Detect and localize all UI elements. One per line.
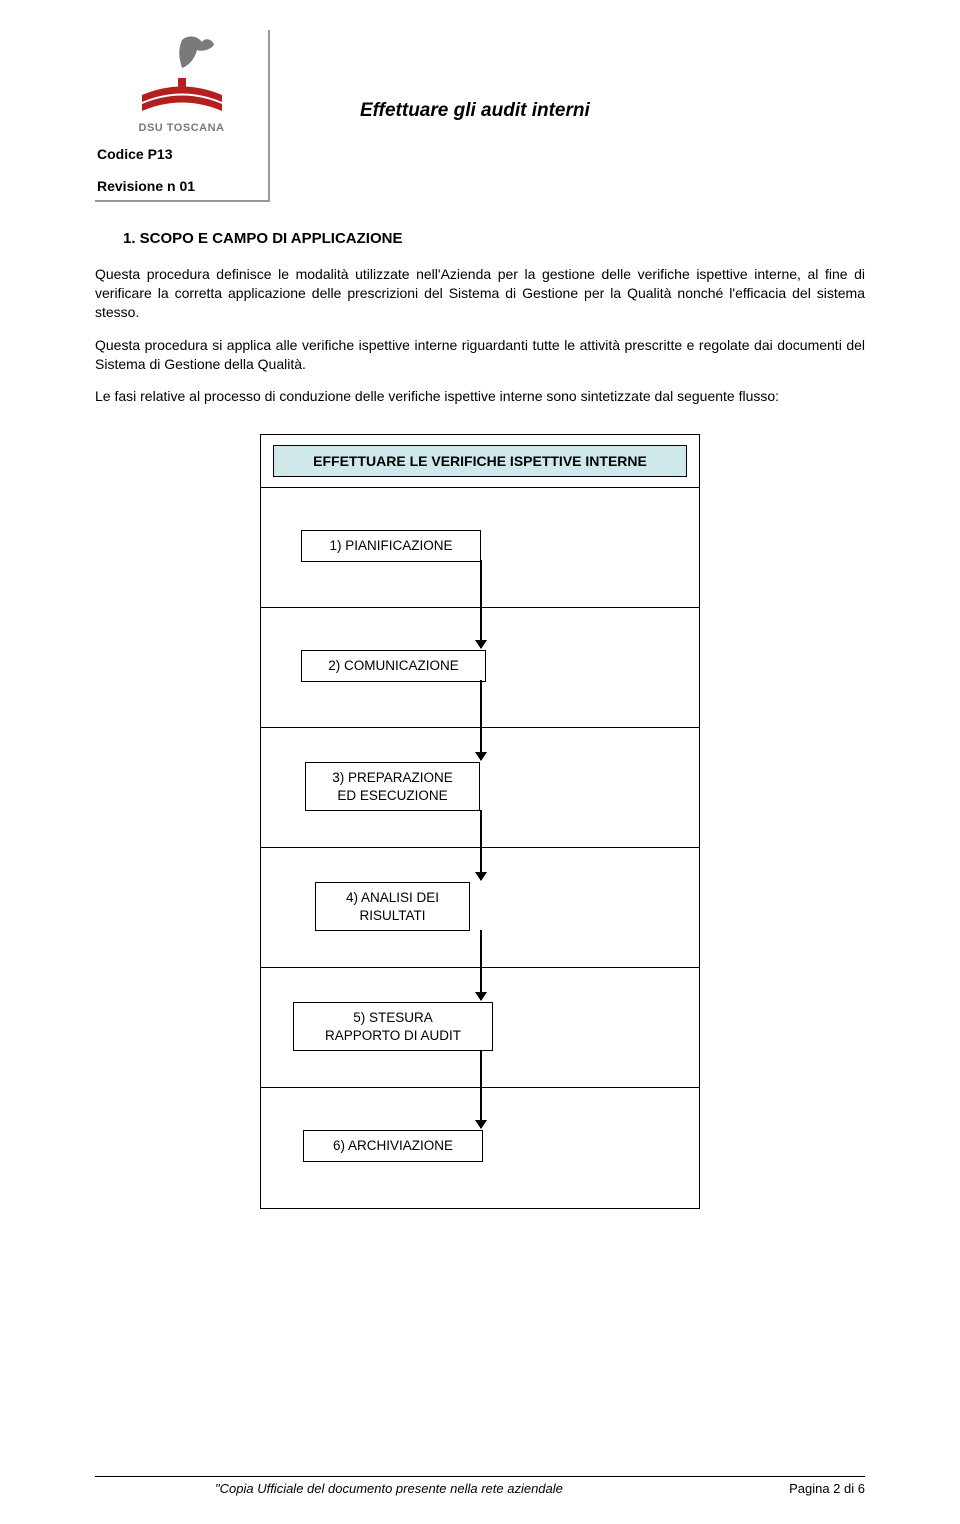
- page-footer: "Copia Ufficiale del documento presente …: [95, 1476, 865, 1496]
- flow-step-2: 2) COMUNICAZIONE: [301, 650, 486, 682]
- flowchart-title-cell: EFFETTUARE LE VERIFICHE ISPETTIVE INTERN…: [261, 435, 699, 488]
- section-heading: 1. SCOPO E CAMPO DI APPLICAZIONE: [123, 230, 865, 247]
- revisione-label: Revisione n 01: [97, 178, 268, 194]
- flow-row-6: 6) ARCHIVIAZIONE: [261, 1088, 699, 1208]
- codice-label: Codice P13: [97, 146, 268, 162]
- document-title: Effettuare gli audit interni: [360, 100, 590, 122]
- flow-row-3: 3) PREPARAZIONE ED ESECUZIONE: [261, 728, 699, 848]
- logo-icon: [132, 30, 232, 120]
- flow-step-3: 3) PREPARAZIONE ED ESECUZIONE: [305, 762, 480, 811]
- flow-row-4: 4) ANALISI DEI RISULTATI: [261, 848, 699, 968]
- logo-text: DSU TOSCANA: [95, 122, 268, 134]
- flow-step-5: 5) STESURA RAPPORTO DI AUDIT: [293, 1002, 493, 1051]
- logo-block: DSU TOSCANA Codice P13 Revisione n 01: [95, 30, 270, 202]
- flowchart: EFFETTUARE LE VERIFICHE ISPETTIVE INTERN…: [260, 434, 700, 1209]
- paragraph-1: Questa procedura definisce le modalità u…: [95, 265, 865, 322]
- footer-left: "Copia Ufficiale del documento presente …: [215, 1481, 563, 1496]
- flow-row-1: 1) PIANIFICAZIONE: [261, 488, 699, 608]
- flow-row-5: 5) STESURA RAPPORTO DI AUDIT: [261, 968, 699, 1088]
- flow-step-1: 1) PIANIFICAZIONE: [301, 530, 481, 562]
- flow-step-4: 4) ANALISI DEI RISULTATI: [315, 882, 470, 931]
- flowchart-title: EFFETTUARE LE VERIFICHE ISPETTIVE INTERN…: [273, 445, 687, 477]
- page-header: DSU TOSCANA Codice P13 Revisione n 01 Ef…: [95, 30, 865, 202]
- paragraph-3: Le fasi relative al processo di conduzio…: [95, 387, 865, 406]
- flow-row-2: 2) COMUNICAZIONE: [261, 608, 699, 728]
- footer-page-number: Pagina 2 di 6: [789, 1481, 865, 1496]
- flow-step-6: 6) ARCHIVIAZIONE: [303, 1130, 483, 1162]
- paragraph-2: Questa procedura si applica alle verific…: [95, 336, 865, 374]
